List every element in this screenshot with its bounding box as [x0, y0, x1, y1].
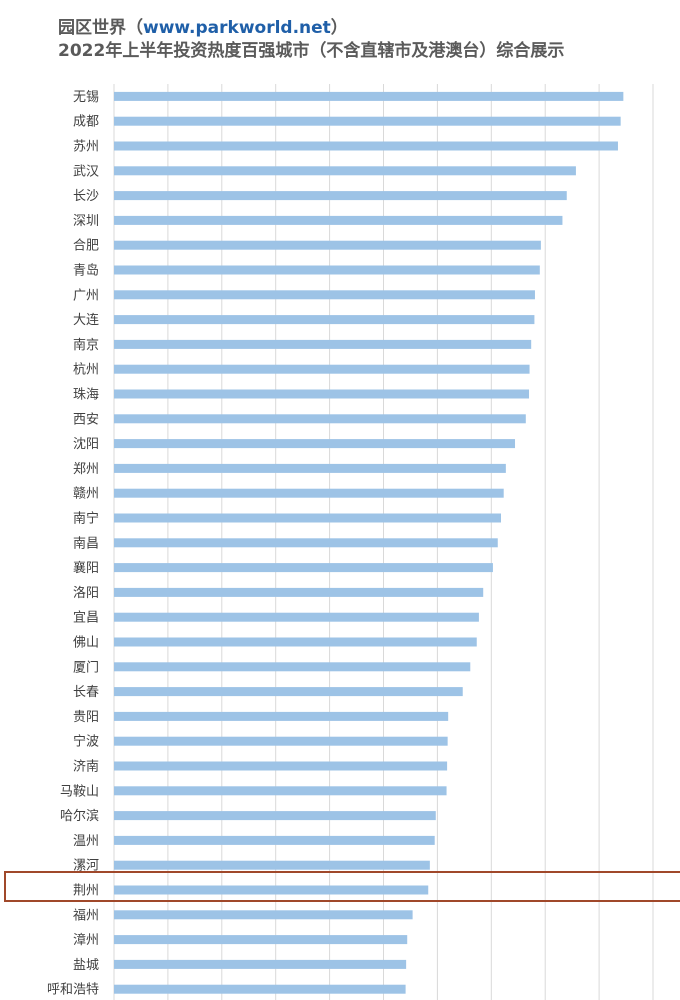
category-label: 马鞍山: [60, 783, 99, 799]
category-label: 荆州: [73, 883, 99, 899]
brand-name: 园区世界: [58, 18, 126, 38]
bar: [114, 885, 429, 895]
bar: [114, 414, 526, 424]
category-label: 广州: [73, 288, 99, 303]
category-label: 杭州: [73, 363, 99, 378]
bar: [114, 637, 477, 647]
category-label: 漳州: [73, 932, 99, 948]
highlight-box-jingzhou: [4, 871, 680, 902]
bar: [114, 612, 479, 622]
category-label: 厦门: [73, 660, 99, 675]
category-label: 宜昌: [73, 611, 99, 626]
bars: [114, 91, 624, 994]
bar: [114, 91, 624, 101]
category-label: 洛阳: [73, 586, 99, 601]
category-label: 温州: [73, 834, 99, 849]
category-label: 郑州: [73, 462, 99, 477]
bar: [114, 215, 563, 225]
title-brand-line: 园区世界（www.parkworld.net）: [58, 16, 564, 40]
category-label: 大连: [73, 312, 99, 328]
category-label: 长沙: [73, 189, 99, 204]
category-label: 合肥: [73, 239, 99, 254]
website-url: www.parkworld.net: [143, 18, 331, 38]
category-label: 深圳: [73, 214, 99, 229]
chart-subtitle: 2022年上半年投资热度百强城市（不含直辖市及港澳台）综合展示: [58, 41, 565, 61]
bar: [114, 290, 535, 300]
bar: [114, 315, 535, 325]
category-label: 西安: [73, 412, 99, 427]
bar: [114, 364, 530, 374]
bar: [114, 786, 447, 796]
category-label: 贵阳: [73, 710, 99, 725]
bar: [114, 488, 504, 498]
bar: [114, 538, 498, 548]
bar: [114, 711, 449, 721]
category-label: 襄阳: [73, 560, 99, 576]
bar: [114, 811, 436, 821]
category-label: 无锡: [73, 90, 99, 105]
bar: [114, 513, 502, 523]
category-label: 漯河: [73, 859, 99, 874]
category-label: 济南: [73, 759, 99, 775]
category-labels: 无锡成都苏州武汉长沙深圳合肥青岛广州大连南京杭州珠海西安沈阳郑州赣州南宁南昌襄阳…: [47, 90, 99, 998]
bar: [114, 191, 567, 201]
category-label: 长春: [73, 685, 99, 700]
bar: [114, 736, 448, 746]
bar: [114, 587, 484, 597]
category-label: 南京: [73, 337, 99, 353]
category-label: 苏州: [73, 139, 99, 155]
category-label: 南宁: [73, 511, 99, 527]
category-label: 沈阳: [73, 437, 99, 452]
bar: [114, 265, 540, 275]
bar: [114, 339, 532, 349]
bar: [114, 687, 463, 697]
category-label: 南昌: [73, 535, 99, 551]
bar: [114, 389, 530, 399]
category-label: 青岛: [73, 263, 99, 279]
category-label: 呼和浩特: [47, 983, 99, 998]
bar: [114, 662, 471, 672]
bar: [114, 439, 516, 449]
category-label: 佛山: [73, 636, 99, 651]
bar: [114, 761, 448, 771]
bar: [114, 116, 621, 126]
bar: [114, 240, 541, 250]
bar: [114, 910, 413, 920]
bar: [114, 166, 576, 176]
category-label: 哈尔滨: [60, 808, 99, 824]
paren-close: ）: [330, 18, 348, 38]
bar: [114, 835, 435, 845]
bar: [114, 141, 618, 151]
chart-title-block: 园区世界（www.parkworld.net） 2022年上半年投资热度百强城市…: [58, 16, 564, 62]
category-label: 福州: [73, 908, 99, 923]
category-label: 成都: [73, 115, 99, 130]
category-label: 宁波: [73, 734, 99, 750]
bar: [114, 563, 493, 573]
category-label: 武汉: [73, 164, 99, 179]
paren-open: （: [126, 18, 143, 38]
category-label: 赣州: [73, 487, 99, 502]
bar: [114, 935, 408, 945]
category-label: 珠海: [73, 388, 99, 403]
category-label: 盐城: [73, 958, 99, 973]
bar: [114, 463, 506, 473]
bar: [114, 860, 430, 870]
bar: [114, 984, 406, 994]
bar: [114, 959, 407, 969]
